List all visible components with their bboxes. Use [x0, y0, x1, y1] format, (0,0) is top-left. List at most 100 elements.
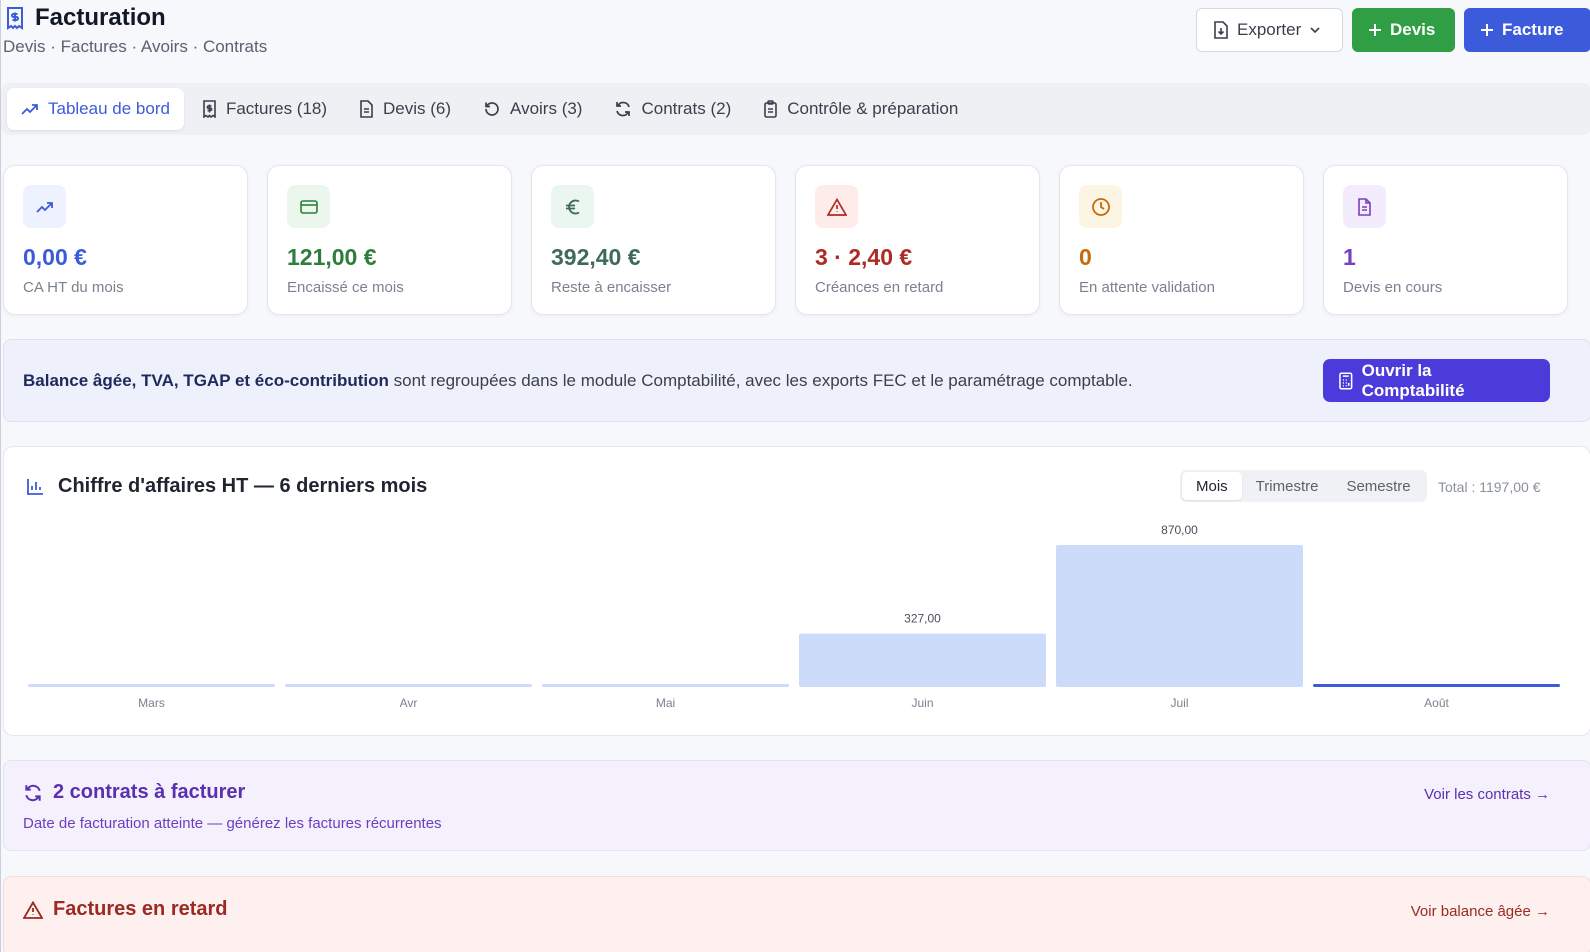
chevron-down-icon	[1310, 27, 1320, 34]
bar-chart-icon	[27, 478, 43, 495]
revenue-chart-card: Mars Avr Mai 327,00 Juin 870,00 Juil Août Chiff…	[3, 446, 1590, 736]
segment-semestre[interactable]: Semestre	[1346, 477, 1411, 495]
period-segmented-control: Mois Trimestre Semestre	[1180, 470, 1427, 502]
bar-juil[interactable]	[1056, 545, 1303, 687]
tab-dashboard[interactable]: Tableau de bord	[7, 88, 184, 130]
contracts-title: 2 contrats à facturer	[53, 781, 246, 803]
clock-icon	[1079, 185, 1122, 228]
overdue-title-row: Factures en retard	[23, 898, 228, 921]
open-comptabilite-button[interactable]: Ouvrir la Comptabilité	[1323, 359, 1550, 402]
kpi-label: Devis en cours	[1343, 279, 1443, 296]
kpi-ca-ht[interactable]: 0,00 € CA HT du mois	[3, 165, 248, 315]
new-facture-button[interactable]: Facture	[1464, 8, 1590, 52]
tab-contrats[interactable]: Contrats (2)	[600, 88, 745, 130]
euro-icon	[551, 185, 594, 228]
view-balance-agee-link[interactable]: Voir balance âgée →	[1410, 903, 1550, 920]
file-icon	[360, 100, 373, 118]
overdue-invoices-banner: Factures en retard Voir balance âgée →	[3, 876, 1590, 952]
kpi-creances-retard[interactable]: 3 · 2,40 € Créances en retard	[795, 165, 1040, 315]
bar-juin[interactable]	[799, 633, 1046, 687]
tab-label: Factures (18)	[225, 99, 328, 118]
page-title: Facturation	[35, 4, 166, 31]
kpi-attente-validation[interactable]: 0 En attente validation	[1059, 165, 1304, 315]
kpi-value: 392,40 €	[551, 244, 641, 270]
contracts-subtitle: Date de facturation atteinte — générez l…	[23, 815, 442, 832]
chart-total: Total : 1197,00 €	[1438, 479, 1541, 495]
file-download-icon	[1214, 21, 1228, 39]
page-subtitle: Devis · Factures · Avoirs · Contrats	[3, 37, 268, 56]
kpi-encaisse[interactable]: 121,00 € Encaissé ce mois	[267, 165, 512, 315]
kpi-cards: 0,00 € CA HT du mois 121,00 € Encaissé c…	[3, 165, 1568, 315]
plus-icon	[1481, 24, 1493, 36]
clipboard-icon	[764, 100, 778, 118]
tab-controle[interactable]: Contrôle & préparation	[749, 88, 972, 130]
kpi-label: En attente validation	[1079, 279, 1215, 296]
trend-icon	[23, 185, 66, 228]
kpi-value: 0	[1079, 244, 1092, 270]
banner-text: Balance âgée, TVA, TGAP et éco-contribut…	[23, 371, 1133, 391]
export-label: Exporter	[1237, 20, 1302, 39]
tab-bar: Tableau de bord Factures (18) Devis (6) …	[1, 83, 1590, 135]
chart-title: Chiffre d'affaires HT — 6 derniers mois	[58, 475, 428, 497]
tab-label: Contrôle & préparation	[787, 99, 959, 118]
contracts-to-invoice-banner: 2 contrats à facturer Date de facturatio…	[3, 760, 1590, 851]
calculator-icon	[1339, 371, 1353, 390]
refresh-icon	[616, 101, 631, 117]
kpi-reste[interactable]: 392,40 € Reste à encaisser	[531, 165, 776, 315]
kpi-label: Créances en retard	[815, 279, 944, 296]
contracts-title-row: 2 contrats à facturer	[23, 781, 245, 804]
tab-devis[interactable]: Devis (6)	[345, 88, 465, 130]
bar-value-label: 870,00	[1161, 523, 1198, 537]
segment-mois[interactable]: Mois	[1182, 472, 1242, 500]
kpi-label: Reste à encaisser	[551, 279, 672, 296]
x-tick-label: Juin	[911, 696, 933, 710]
kpi-value: 0,00 €	[23, 244, 87, 270]
trend-icon	[21, 104, 38, 115]
tab-label: Tableau de bord	[48, 99, 170, 118]
banner-bold: Balance âgée, TVA, TGAP et éco-contribut…	[23, 371, 389, 390]
segment-trimestre[interactable]: Trimestre	[1255, 477, 1319, 495]
tab-label: Avoirs (3)	[510, 99, 583, 118]
doc-icon	[1343, 185, 1386, 228]
tab-label: Devis (6)	[383, 99, 452, 118]
bar-août[interactable]	[1313, 684, 1560, 687]
new-devis-label: Devis	[1390, 20, 1436, 39]
tab-label: Contrats (2)	[641, 99, 732, 118]
tab-factures[interactable]: Factures (18)	[188, 88, 341, 130]
comptabilite-banner: Balance âgée, TVA, TGAP et éco-contribut…	[3, 339, 1590, 422]
view-contracts-link[interactable]: Voir les contrats →	[1424, 786, 1550, 803]
kpi-value: 1	[1343, 244, 1356, 270]
x-tick-label: Août	[1424, 696, 1449, 710]
bar-mai[interactable]	[542, 684, 789, 687]
new-devis-button[interactable]: Devis	[1352, 8, 1455, 52]
card-icon	[287, 185, 330, 228]
page-header: Facturation Devis · Factures · Avoirs · …	[1, 0, 1590, 62]
kpi-label: CA HT du mois	[23, 279, 124, 296]
undo-icon	[485, 102, 499, 116]
alert-icon	[815, 185, 858, 228]
bar-value-label: 327,00	[904, 612, 941, 626]
banner-rest: sont regroupées dans le module Comptabil…	[388, 371, 1133, 390]
plus-icon	[1369, 24, 1381, 36]
bar-avr[interactable]	[285, 684, 532, 687]
alert-icon	[23, 900, 43, 919]
refresh-icon	[25, 784, 41, 801]
new-facture-label: Facture	[1502, 20, 1564, 39]
x-tick-label: Avr	[400, 696, 418, 710]
kpi-value: 121,00 €	[287, 244, 377, 270]
open-comptabilite-label: Ouvrir la Comptabilité	[1361, 360, 1465, 400]
overdue-title: Factures en retard	[53, 898, 228, 920]
revenue-chart: Mars Avr Mai 327,00 Juin 870,00 Juil Août	[28, 523, 1560, 710]
tab-avoirs[interactable]: Avoirs (3)	[469, 88, 596, 130]
x-tick-label: Mars	[138, 696, 165, 710]
kpi-devis-en-cours[interactable]: 1 Devis en cours	[1323, 165, 1568, 315]
kpi-value: 3 · 2,40 €	[815, 244, 913, 270]
x-tick-label: Mai	[656, 696, 675, 710]
kpi-label: Encaissé ce mois	[287, 279, 404, 296]
x-tick-label: Juil	[1170, 696, 1188, 710]
invoice-icon	[5, 6, 25, 30]
chart-title-row: Chiffre d'affaires HT — 6 derniers mois	[26, 475, 427, 498]
invoice-icon	[203, 100, 216, 118]
bar-mars[interactable]	[28, 684, 275, 687]
export-button[interactable]: Exporter	[1196, 8, 1343, 52]
